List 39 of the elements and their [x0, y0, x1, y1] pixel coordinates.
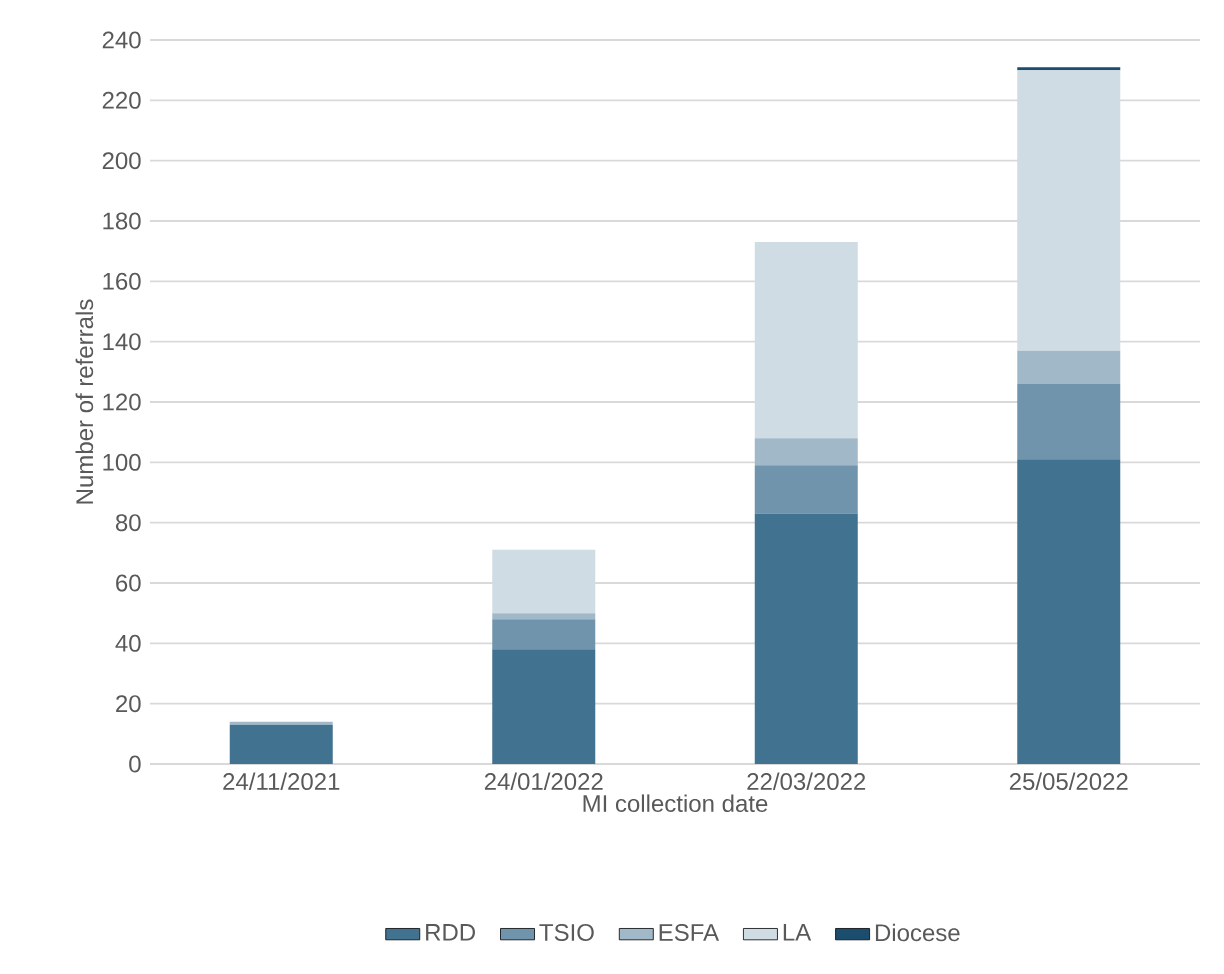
bar	[754, 513, 858, 764]
legend-label: Diocese	[875, 923, 960, 942]
bar	[229, 724, 333, 764]
bar	[1017, 70, 1121, 351]
bar	[754, 438, 858, 466]
y-tick-label: 180	[103, 212, 141, 230]
x-tick-label: 24/01/2022	[484, 772, 603, 791]
y-tick-label: 140	[103, 333, 141, 351]
y-tick-label: 60	[116, 574, 141, 592]
y-tick-label: 120	[103, 393, 141, 411]
legend-label: TSIO	[539, 923, 594, 941]
x-tick-label: 22/03/2022	[747, 772, 866, 791]
bar	[1017, 459, 1121, 764]
x-tick-label: 24/11/2021	[223, 772, 340, 791]
bar	[492, 613, 596, 620]
y-tick-label: 160	[103, 272, 141, 290]
y-tick-label: 240	[102, 31, 141, 49]
y-tick-label: 220	[102, 91, 141, 109]
legend-label: LA	[783, 924, 812, 941]
bar	[1017, 67, 1121, 71]
y-tick-label: 100	[103, 453, 141, 471]
x-tick-label: 25/05/2022	[1009, 772, 1128, 791]
y-tick-label: 0	[129, 755, 141, 773]
bar	[754, 465, 858, 514]
bar	[754, 242, 858, 439]
y-tick-label: 40	[115, 634, 141, 652]
bar	[492, 649, 596, 764]
y-tick-label: 80	[115, 514, 141, 532]
bar	[492, 549, 596, 614]
y-axis-title: Number of referrals	[75, 299, 94, 504]
legend-label: ESFA	[659, 923, 720, 941]
x-axis-title: MI collection date	[583, 794, 768, 813]
bar	[492, 619, 596, 650]
bar	[1017, 383, 1121, 460]
bar	[1017, 350, 1121, 384]
bar	[229, 721, 333, 725]
y-tick-label: 200	[102, 152, 141, 170]
legend-label: RDD	[426, 924, 475, 941]
y-tick-label: 20	[116, 695, 141, 713]
